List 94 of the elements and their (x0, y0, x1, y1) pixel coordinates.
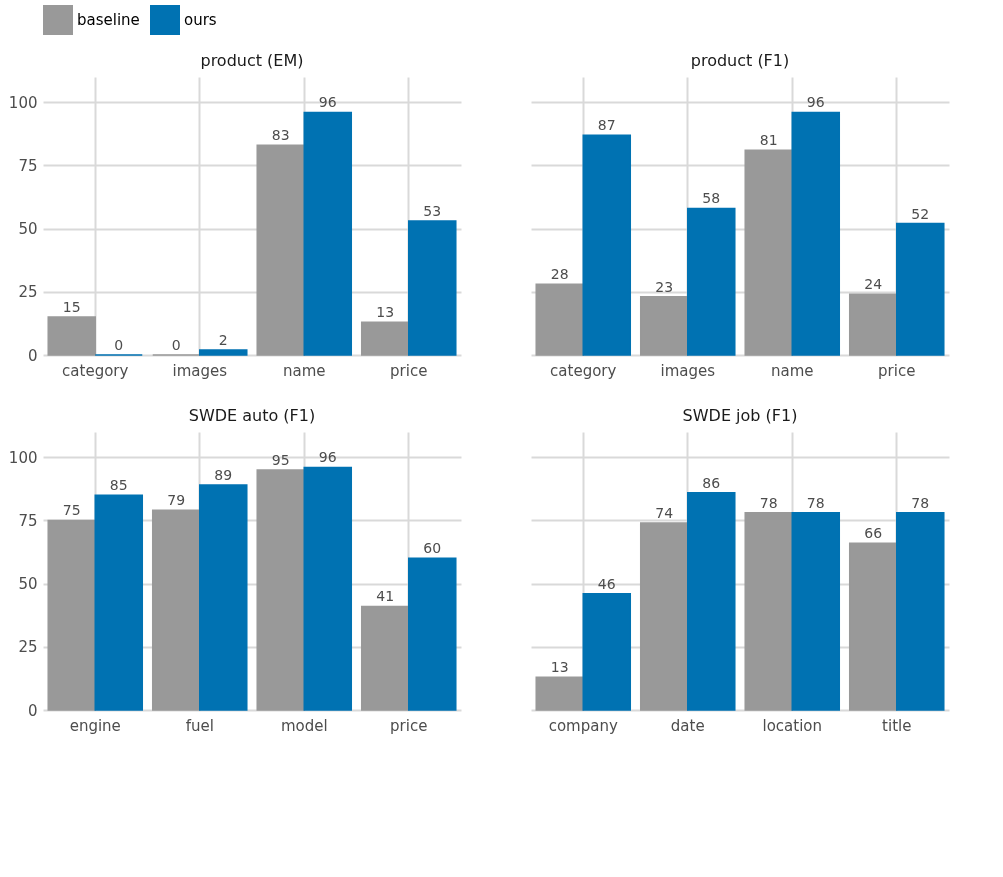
y-tick-label: 50 (18, 220, 38, 239)
x-tick-label: model (280, 716, 328, 735)
data-label: 53 (423, 203, 442, 220)
x-tick-label: fuel (185, 716, 214, 735)
data-label: 83 (271, 127, 290, 144)
y-tick-label: 75 (18, 511, 38, 530)
data-label: 78 (806, 494, 825, 511)
data-label: 13 (550, 659, 569, 676)
x-tick-label: location (762, 716, 823, 735)
bar (151, 509, 201, 711)
bar (639, 296, 689, 356)
data-label: 96 (806, 94, 825, 111)
data-label: 46 (597, 575, 616, 592)
x-tick-label: category (550, 361, 617, 380)
x-tick-label: title (882, 716, 912, 735)
bar (303, 466, 353, 711)
data-label: 52 (911, 205, 930, 222)
bar (791, 512, 841, 711)
bar (360, 605, 410, 711)
data-label: 89 (214, 467, 233, 484)
data-label: 24 (864, 276, 883, 293)
data-label: 95 (271, 451, 290, 468)
x-tick-label: category (62, 361, 129, 380)
data-label: 15 (62, 299, 81, 316)
data-label: 60 (423, 540, 442, 557)
x-tick-label: price (878, 361, 916, 380)
bar (199, 349, 248, 356)
data-label: 86 (702, 474, 721, 491)
bar (848, 542, 898, 711)
x-tick-label: engine (69, 716, 121, 735)
y-tick-label: 100 (8, 448, 38, 467)
legend-label: ours (184, 11, 217, 29)
x-tick-label: images (660, 361, 716, 380)
bar (408, 220, 457, 356)
x-tick-label: date (670, 716, 705, 735)
data-label: 58 (702, 190, 721, 207)
bar (94, 494, 144, 711)
y-tick-label: 25 (18, 283, 38, 302)
data-label: 23 (655, 278, 674, 295)
data-label: 0 (114, 337, 124, 353)
y-tick-label: 100 (8, 93, 38, 112)
bar (535, 676, 584, 711)
data-label: 13 (376, 304, 395, 321)
bar (639, 522, 689, 711)
x-tick-label: name (770, 361, 814, 380)
bar (848, 293, 898, 356)
bar (535, 283, 584, 356)
y-tick-label: 50 (18, 575, 38, 594)
data-label: 81 (759, 132, 778, 149)
bar (47, 519, 96, 711)
bar (687, 491, 736, 711)
y-tick-label: 0 (27, 346, 38, 365)
x-tick-label: price (390, 716, 428, 735)
x-tick-label: company (548, 716, 618, 735)
bar (896, 512, 945, 711)
bar (256, 144, 305, 356)
bar (744, 512, 793, 711)
bar (896, 222, 945, 356)
chart-title: SWDE auto (F1) (188, 406, 316, 425)
y-tick-label: 75 (18, 156, 38, 175)
bar (303, 111, 353, 356)
data-label: 78 (911, 494, 930, 511)
data-label: 74 (655, 504, 674, 521)
bar (582, 593, 632, 711)
bar (408, 557, 457, 711)
data-label: 41 (376, 588, 395, 605)
data-label: 28 (550, 266, 569, 283)
bar (582, 134, 632, 356)
data-label: 85 (109, 477, 128, 494)
bar (360, 321, 410, 356)
y-tick-label: 0 (27, 701, 38, 720)
x-tick-label: images (172, 361, 228, 380)
data-label: 66 (864, 525, 883, 542)
x-tick-label: name (282, 361, 326, 380)
chart-title: product (EM) (200, 51, 304, 70)
data-label: 96 (318, 449, 337, 466)
bar (256, 469, 305, 711)
bar (687, 207, 736, 356)
data-label: 0 (171, 337, 181, 353)
y-tick-label: 25 (18, 638, 38, 657)
bar (199, 484, 248, 711)
data-label: 79 (167, 492, 186, 509)
bar (791, 111, 841, 356)
bar (47, 316, 96, 356)
data-label: 78 (759, 494, 778, 511)
x-tick-label: price (390, 361, 428, 380)
data-label: 75 (62, 502, 81, 519)
data-label: 96 (318, 94, 337, 111)
chart-title: product (F1) (690, 51, 790, 70)
bar (744, 149, 793, 356)
data-label: 87 (597, 117, 616, 134)
data-label: 2 (218, 331, 228, 348)
legend-label: baseline (77, 11, 140, 29)
chart-title: SWDE job (F1) (682, 406, 798, 425)
